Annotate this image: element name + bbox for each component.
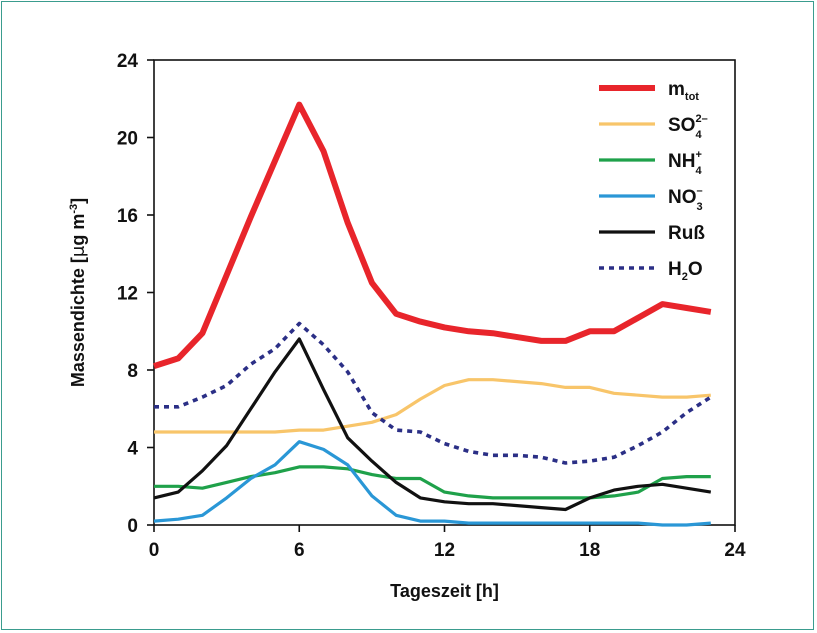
y-tick-label: 8 <box>127 361 138 382</box>
series-line-mtot <box>153 101 712 369</box>
series-line-russ <box>153 337 712 512</box>
plot-border <box>153 59 736 526</box>
y-tick-label: 4 <box>127 439 138 460</box>
legend: mtot SO2– 4 NH+ 4 NO– 3 Ruß H2O <box>599 79 708 283</box>
y-tick-label: 24 <box>117 51 139 72</box>
legend-label-nh4: NH+ 4 <box>668 149 702 177</box>
legend-label-so4: SO2– 4 <box>668 113 708 141</box>
series-layer <box>153 101 712 527</box>
x-tick-label: 18 <box>579 540 600 561</box>
y-axis-label: Massendichte [μg m-3] <box>68 198 89 387</box>
x-tick-label: 6 <box>294 540 305 561</box>
y-tick-label: 16 <box>117 206 138 227</box>
series-line-nh4 <box>154 465 711 500</box>
y-tick-label: 12 <box>117 284 138 305</box>
legend-label-mtot: mtot <box>668 79 699 103</box>
y-tick-label: 0 <box>127 516 138 537</box>
x-axis-label: Tageszeit [h] <box>390 581 499 601</box>
x-tick-label: 24 <box>724 540 746 561</box>
legend-label-h2o: H2O <box>668 259 703 283</box>
legend-label-no3: NO– 3 <box>668 185 703 213</box>
axis-ticks: 0 6 12 18 24 0 4 8 12 16 20 24 <box>117 51 746 561</box>
y-tick-label: 20 <box>117 129 138 150</box>
series-line-so4 <box>154 378 711 434</box>
series-line-h2o <box>154 321 712 465</box>
x-tick-label: 12 <box>434 540 455 561</box>
x-tick-label: 0 <box>149 540 160 561</box>
series-line-no3 <box>153 440 711 527</box>
legend-label-russ: Ruß <box>668 223 705 244</box>
plot-area <box>153 59 736 526</box>
